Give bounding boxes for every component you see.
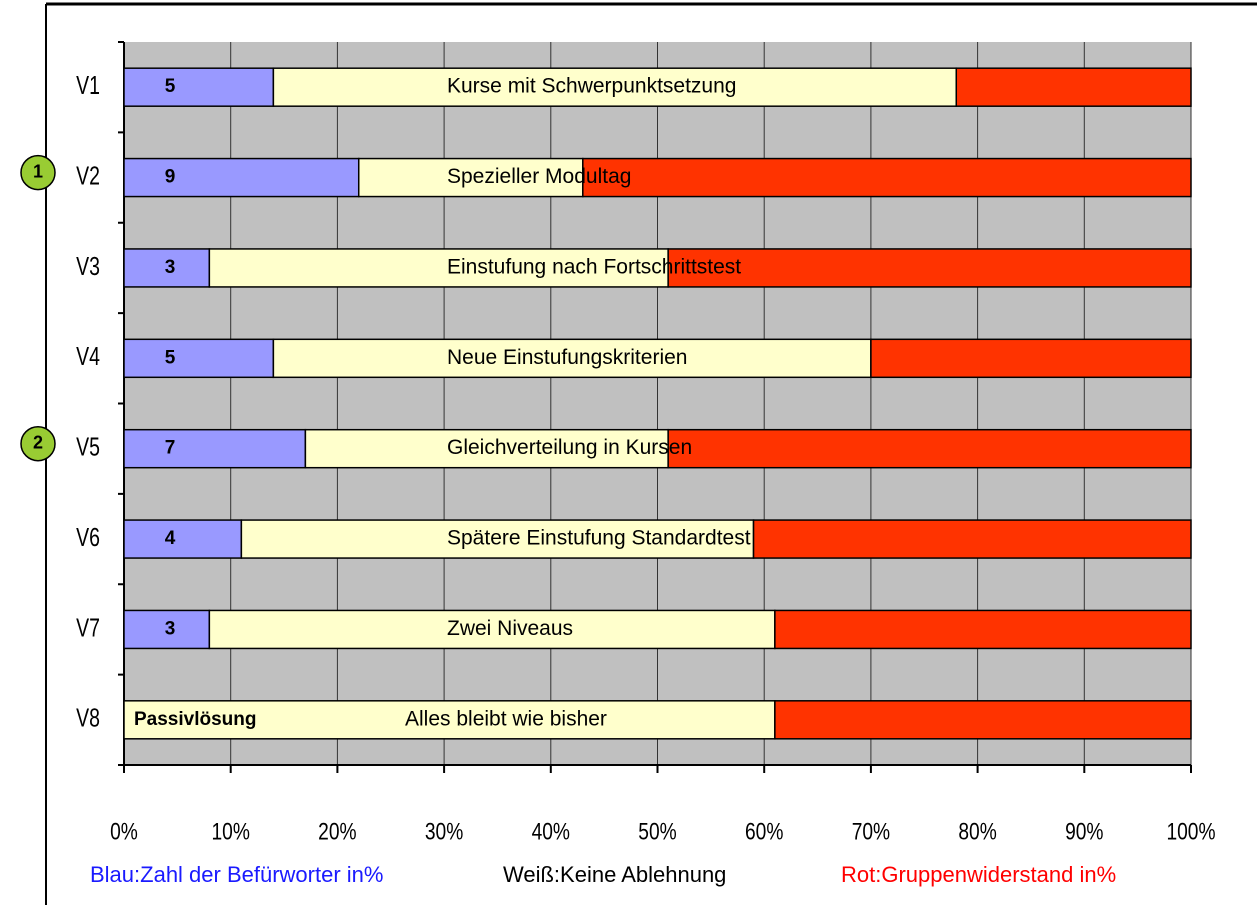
bar-segment [870,338,1192,379]
bar-segment [123,338,275,379]
marker-circle [20,154,56,191]
bar-segment [123,519,243,559]
bar-segment [752,519,1192,559]
bar-segment [123,428,307,469]
y-tick-label: V3 [76,251,100,280]
marker-label: 1 [33,161,43,181]
bar-segment [582,157,1192,198]
y-tick-label: V5 [76,432,100,461]
x-tick-label: 20% [318,817,356,845]
bar-segment [357,157,584,198]
count-label: Passivlösung [134,709,257,730]
bar-segment [123,157,360,198]
bar-segment [667,248,1192,288]
bar-segment [208,609,776,650]
y-tick-label: V4 [76,341,100,370]
legend-label: Weiß:Keine Ablehnung [503,862,726,887]
marker-label: 2 [33,432,43,452]
bar-label: Alles bleibt wie bisher [405,707,607,730]
y-tick-label: V8 [76,703,100,732]
x-tick-label: 0% [110,817,138,845]
bar-segment [955,67,1192,107]
x-tick-label: 90% [1065,817,1103,845]
x-tick-label: 70% [852,817,890,845]
bar-segment [123,609,211,650]
x-tick-label: 80% [958,817,996,845]
x-tick-label: 10% [211,817,249,845]
bar-label: Gleichverteilung in Kursen [447,436,692,459]
legend-label: Rot:Gruppenwiderstand in% [841,862,1116,887]
y-tick-label: V1 [76,70,100,99]
bar-label: Einstufung nach Fortschrittstest [447,255,741,278]
bar-segment [272,67,958,107]
y-tick-label: V7 [76,613,100,642]
x-tick-label: 40% [532,817,570,845]
bar-segment [123,248,211,288]
bar-label: Spätere Einstufung Standardtest [447,527,751,550]
x-tick-label: 100% [1166,817,1215,845]
bar-segment [667,428,1192,469]
bar-segment [304,428,669,469]
count-label: 3 [165,618,176,639]
bar-label: Kurse mit Schwerpunktsetzung [447,75,736,98]
count-label: 5 [165,76,176,97]
bar-label: Neue Einstufungskriterien [447,346,687,369]
count-label: 7 [165,438,176,459]
bar-segment [123,67,275,107]
count-label: 5 [165,347,176,368]
bar-segment [240,519,755,559]
count-label: 9 [165,167,176,188]
count-label: 4 [165,528,176,549]
bar-segment [774,609,1192,650]
bar-segment [272,338,872,379]
y-tick-label: V2 [76,161,100,190]
y-tick-label: V6 [76,522,100,551]
x-tick-label: 60% [745,817,783,845]
bar-label: Spezieller Modultag [447,165,631,188]
x-tick-label: 30% [425,817,463,845]
legend-label: Blau:Zahl der Befürworter in% [90,862,383,887]
bar-segment [774,700,1192,740]
marker-circle [20,425,56,462]
bar-label: Zwei Niveaus [447,617,573,640]
count-label: 3 [165,257,176,278]
x-tick-label: 50% [638,817,676,845]
